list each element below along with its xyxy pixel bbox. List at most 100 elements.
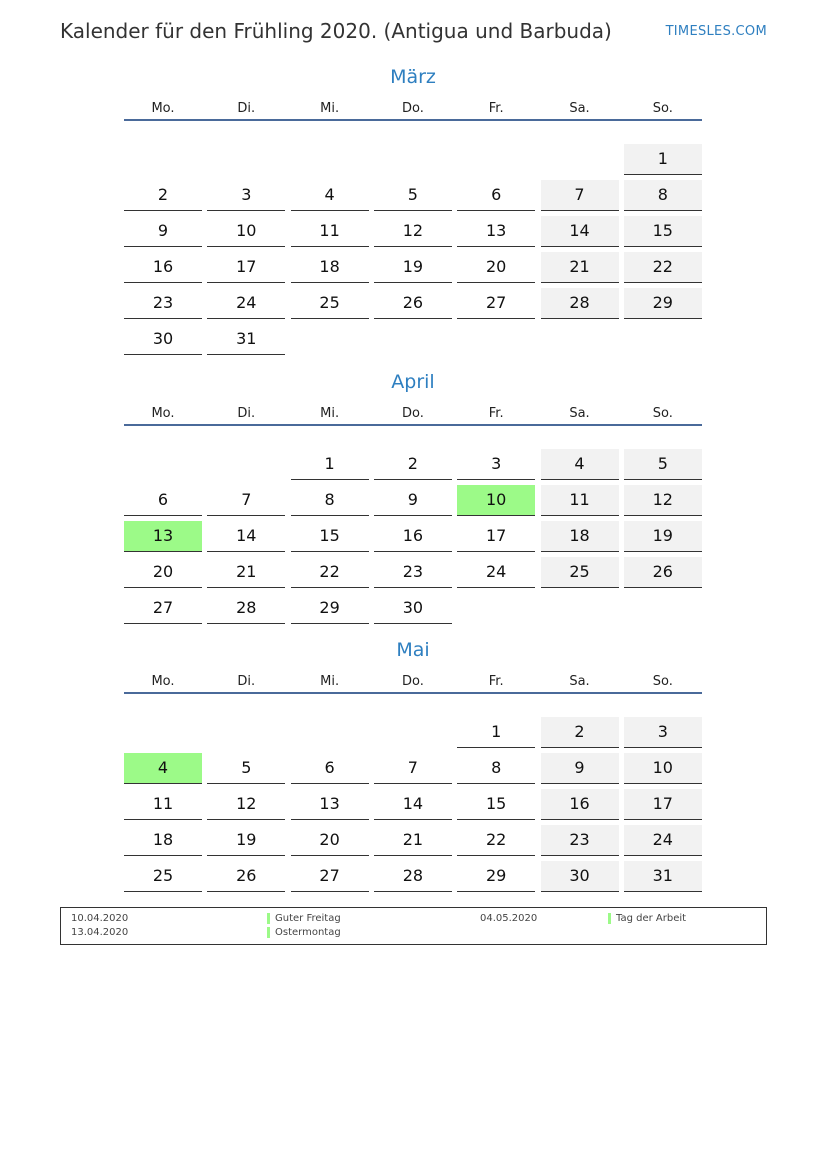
day-cell[interactable]: 13 xyxy=(457,216,536,247)
day-cell[interactable]: 31 xyxy=(207,324,286,355)
day-cell[interactable]: 24 xyxy=(623,825,702,856)
day-cell[interactable]: 4 xyxy=(290,180,369,211)
month-name: April xyxy=(391,371,435,393)
day-cell[interactable]: 5 xyxy=(207,753,286,784)
day-cell[interactable]: 19 xyxy=(623,521,702,552)
day-cell[interactable]: 23 xyxy=(540,825,619,856)
day-cell[interactable]: 18 xyxy=(290,252,369,283)
day-cell[interactable]: 29 xyxy=(290,593,369,624)
day-cell[interactable]: 24 xyxy=(207,288,286,319)
month-name: März xyxy=(390,66,436,88)
day-cell[interactable]: 3 xyxy=(207,180,286,211)
day-cell[interactable]: 26 xyxy=(207,861,286,892)
day-cell[interactable]: 9 xyxy=(373,485,452,516)
day-cell[interactable]: 21 xyxy=(373,825,452,856)
day-cell[interactable]: 27 xyxy=(457,288,536,319)
weekday-header: So. xyxy=(652,101,673,116)
day-cell[interactable]: 12 xyxy=(623,485,702,516)
day-cell[interactable]: 11 xyxy=(540,485,619,516)
brand-link[interactable]: TIMESLES.COM xyxy=(665,24,767,39)
day-cell[interactable]: 21 xyxy=(540,252,619,283)
day-cell[interactable]: 10 xyxy=(623,753,702,784)
day-cell[interactable]: 16 xyxy=(124,252,202,283)
day-cell[interactable]: 15 xyxy=(457,789,536,820)
day-cell[interactable]: 15 xyxy=(290,521,369,552)
day-cell[interactable]: 5 xyxy=(373,180,452,211)
day-cell[interactable]: 20 xyxy=(124,557,202,588)
day-cell[interactable]: 2 xyxy=(373,449,452,480)
day-cell[interactable]: 14 xyxy=(540,216,619,247)
weekday-header: Sa. xyxy=(569,101,590,116)
day-cell[interactable]: 3 xyxy=(623,717,702,748)
day-cell[interactable]: 13 xyxy=(124,521,202,552)
day-cell[interactable]: 22 xyxy=(290,557,369,588)
day-cell[interactable]: 10 xyxy=(207,216,286,247)
day-cell[interactable]: 26 xyxy=(373,288,452,319)
day-cell[interactable]: 26 xyxy=(623,557,702,588)
day-cell[interactable]: 1 xyxy=(290,449,369,480)
day-cell[interactable]: 28 xyxy=(373,861,452,892)
day-cell[interactable]: 14 xyxy=(373,789,452,820)
day-cell[interactable]: 1 xyxy=(623,144,702,175)
day-cell[interactable]: 29 xyxy=(623,288,702,319)
day-cell[interactable]: 19 xyxy=(373,252,452,283)
day-cell[interactable]: 16 xyxy=(540,789,619,820)
day-cell[interactable]: 3 xyxy=(457,449,536,480)
header-divider xyxy=(124,692,702,694)
day-cell[interactable]: 2 xyxy=(124,180,202,211)
day-cell[interactable]: 8 xyxy=(457,753,536,784)
day-cell[interactable]: 9 xyxy=(540,753,619,784)
day-cell[interactable]: 17 xyxy=(457,521,536,552)
day-cell[interactable]: 20 xyxy=(457,252,536,283)
weekday-header: So. xyxy=(652,674,673,689)
day-cell[interactable]: 12 xyxy=(373,216,452,247)
day-cell[interactable]: 21 xyxy=(207,557,286,588)
day-cell[interactable]: 11 xyxy=(290,216,369,247)
day-cell[interactable]: 23 xyxy=(373,557,452,588)
day-cell[interactable]: 15 xyxy=(623,216,702,247)
day-cell[interactable]: 27 xyxy=(124,593,202,624)
day-cell[interactable]: 12 xyxy=(207,789,286,820)
day-cell[interactable]: 28 xyxy=(540,288,619,319)
day-cell[interactable]: 8 xyxy=(623,180,702,211)
day-cell[interactable]: 17 xyxy=(623,789,702,820)
day-cell[interactable]: 22 xyxy=(457,825,536,856)
day-cell[interactable]: 5 xyxy=(623,449,702,480)
day-cell[interactable]: 14 xyxy=(207,521,286,552)
day-cell[interactable]: 7 xyxy=(207,485,286,516)
day-cell[interactable]: 13 xyxy=(290,789,369,820)
day-cell[interactable]: 2 xyxy=(540,717,619,748)
day-cell[interactable]: 30 xyxy=(373,593,452,624)
day-cell[interactable]: 7 xyxy=(373,753,452,784)
day-cell[interactable]: 6 xyxy=(290,753,369,784)
day-cell[interactable]: 27 xyxy=(290,861,369,892)
day-cell[interactable]: 4 xyxy=(540,449,619,480)
day-cell[interactable]: 18 xyxy=(540,521,619,552)
day-cell[interactable]: 18 xyxy=(124,825,202,856)
day-cell[interactable]: 25 xyxy=(290,288,369,319)
day-cell[interactable]: 6 xyxy=(124,485,202,516)
day-cell[interactable]: 1 xyxy=(457,717,536,748)
day-cell[interactable]: 23 xyxy=(124,288,202,319)
day-cell[interactable]: 19 xyxy=(207,825,286,856)
day-cell[interactable]: 30 xyxy=(540,861,619,892)
day-cell[interactable]: 10 xyxy=(457,485,536,516)
day-cell[interactable]: 25 xyxy=(540,557,619,588)
day-cell[interactable]: 28 xyxy=(207,593,286,624)
day-cell[interactable]: 24 xyxy=(457,557,536,588)
day-cell[interactable]: 20 xyxy=(290,825,369,856)
day-cell[interactable]: 17 xyxy=(207,252,286,283)
day-cell[interactable]: 16 xyxy=(373,521,452,552)
day-cell[interactable]: 25 xyxy=(124,861,202,892)
day-cell[interactable]: 30 xyxy=(124,324,202,355)
day-cell[interactable]: 9 xyxy=(124,216,202,247)
weekday-header: Sa. xyxy=(569,406,590,421)
day-cell[interactable]: 31 xyxy=(623,861,702,892)
day-cell[interactable]: 4 xyxy=(124,753,202,784)
day-cell[interactable]: 7 xyxy=(540,180,619,211)
day-cell[interactable]: 11 xyxy=(124,789,202,820)
day-cell[interactable]: 8 xyxy=(290,485,369,516)
day-cell[interactable]: 29 xyxy=(457,861,536,892)
day-cell[interactable]: 6 xyxy=(457,180,536,211)
day-cell[interactable]: 22 xyxy=(623,252,702,283)
